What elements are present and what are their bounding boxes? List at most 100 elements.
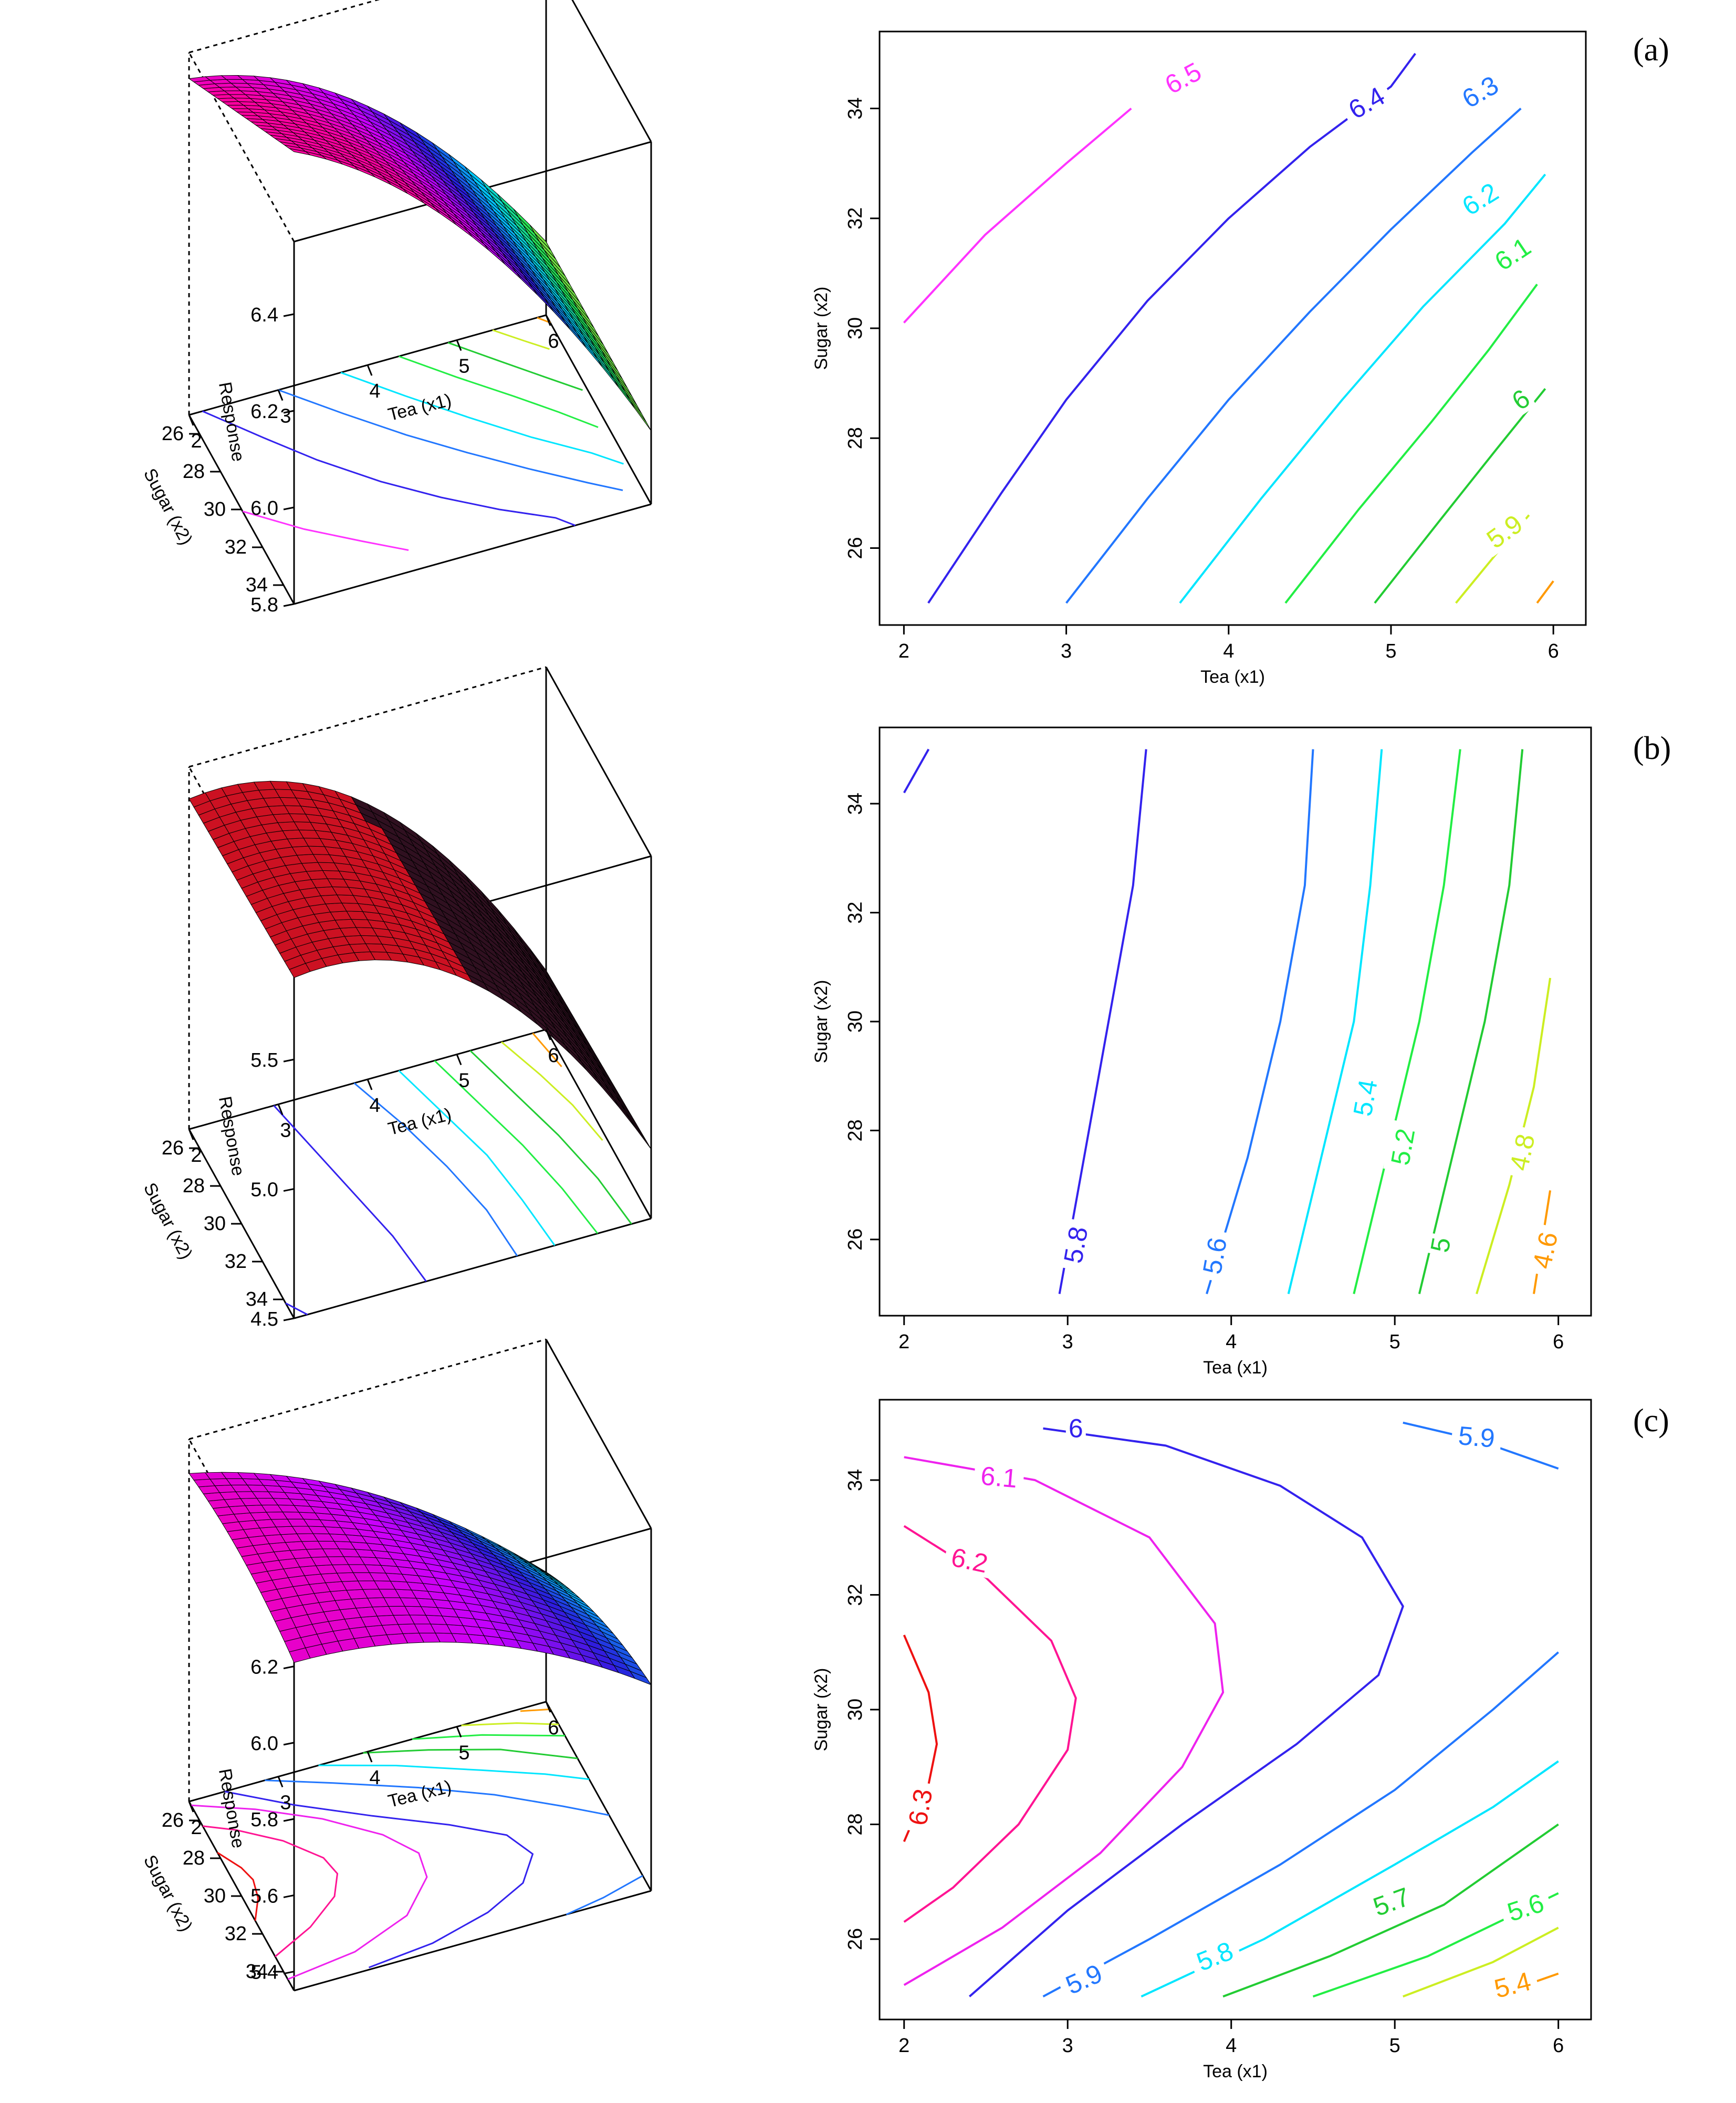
box-edge <box>189 1338 547 1440</box>
contour-line-6.2 <box>1179 173 1546 604</box>
x-tick <box>545 1029 551 1040</box>
contour-line-5.8 <box>1058 749 1147 1294</box>
z-tick-label: 5.0 <box>250 1179 278 1201</box>
y-tick-label: 34 <box>246 1961 268 1983</box>
floor-contour <box>412 1734 566 1740</box>
z-tick <box>283 313 295 317</box>
contour-label-bg <box>1451 66 1509 117</box>
floor-contour <box>224 1790 534 1969</box>
y-tick-label: 34 <box>246 1288 268 1310</box>
y-tick-label: 30 <box>204 498 226 520</box>
y-axis-title: Sugar (x2) <box>811 980 831 1064</box>
box-edge <box>545 1701 652 1891</box>
floor-contour <box>532 1033 562 1067</box>
x-tick-label: 4 <box>369 380 380 402</box>
box-edge <box>571 0 652 142</box>
y-tick-label: 32 <box>844 1584 866 1606</box>
floor-contour <box>447 341 583 391</box>
y-tick-label: 34 <box>844 97 866 119</box>
contour-label: 6.1 <box>979 1461 1018 1494</box>
y-tick-label: 26 <box>844 537 866 559</box>
y-tick-label: 34 <box>844 1469 866 1491</box>
x-tick <box>277 1103 284 1116</box>
x-axis-title: Tea (x1) <box>1200 667 1265 687</box>
contour-label-bg <box>1065 1412 1086 1442</box>
surface-facet <box>529 224 551 251</box>
contour-label-bg <box>1195 1229 1233 1283</box>
y-tick-label: 26 <box>844 1928 866 1950</box>
z-tick-label: 6.4 <box>250 304 278 326</box>
y-tick-label: 30 <box>844 1699 866 1721</box>
x-tick-label: 6 <box>1553 1331 1564 1353</box>
x-tick-label: 5 <box>1385 640 1396 662</box>
contour-label-bg <box>1450 1419 1503 1453</box>
floor-contour <box>398 1070 556 1246</box>
plot-frame <box>879 1399 1592 2021</box>
contour-line-5.2 <box>1353 749 1461 1294</box>
x-tick-label: 4 <box>1226 2035 1237 2057</box>
contour-line-6 <box>968 1427 1404 1997</box>
z-axis-title: Response <box>215 380 248 463</box>
x-tick-label: 3 <box>1061 640 1072 662</box>
floor-contour <box>520 1708 551 1712</box>
y-tick-label: 28 <box>183 1175 205 1197</box>
x-tick <box>545 1701 551 1713</box>
x-axis-title: Tea (x1) <box>1203 1358 1268 1378</box>
contour-line-6.0 <box>903 748 930 794</box>
y-tick-label: 30 <box>204 1213 226 1235</box>
x-tick-label: 2 <box>191 1817 202 1839</box>
x-tick-label: 4 <box>369 1095 380 1117</box>
z-tick <box>283 1742 295 1746</box>
box-edge <box>545 1029 652 1219</box>
floor-contour <box>318 1764 590 1781</box>
x-tick <box>456 339 462 351</box>
x-tick <box>277 1776 284 1788</box>
contour-line-5.8 <box>1536 580 1554 604</box>
contour-label-bg <box>1503 381 1537 417</box>
contour-label-bg <box>1524 1223 1564 1277</box>
floor-contour <box>191 1804 428 1980</box>
surface-facet <box>529 948 551 979</box>
contour-line-6.4 <box>927 53 1416 604</box>
z-tick <box>283 1188 295 1192</box>
panel-label-b: (b) <box>1633 731 1671 766</box>
x-tick-label: 5 <box>458 356 469 378</box>
contour-label-bg <box>1502 1125 1541 1180</box>
x-tick-label: 5 <box>458 1742 469 1764</box>
contour-label-bg <box>1475 504 1533 557</box>
box-edge <box>294 503 652 605</box>
contour-label: 5.6 <box>1197 1235 1232 1276</box>
floor-contour <box>434 1060 599 1234</box>
box-edge <box>294 1890 652 1992</box>
z-tick-label: 5.6 <box>250 1885 278 1907</box>
contour-line-5.4 <box>1287 749 1383 1294</box>
x-tick-label: 6 <box>548 1717 559 1739</box>
y-tick-label: 34 <box>844 793 866 815</box>
x-axis-title: Tea (x1) <box>386 1777 453 1812</box>
x-tick <box>367 1751 373 1763</box>
contour-label-bg <box>1056 1217 1094 1272</box>
x-tick <box>188 1801 194 1813</box>
z-axis-title: Response <box>215 1095 248 1177</box>
contour-label-bg <box>973 1459 1025 1493</box>
z-tick <box>283 506 295 511</box>
box-edge <box>189 666 547 768</box>
box-edge <box>545 667 652 857</box>
panel-label-a: (a) <box>1633 32 1669 68</box>
floor-contour <box>501 1041 603 1141</box>
x-tick-label: 6 <box>548 1045 559 1067</box>
contour-label-bg <box>1497 1885 1554 1929</box>
x-tick-label: 3 <box>1062 1331 1073 1353</box>
y-tick-label: 28 <box>844 427 866 449</box>
contour-line-5.9 <box>1042 1651 1560 1998</box>
y-tick-label: 26 <box>844 1229 866 1251</box>
contour-line-6.1 <box>1284 284 1538 604</box>
contour-label: 5.2 <box>1385 1126 1420 1167</box>
contour-line-5.7 <box>1222 1823 1559 1998</box>
x-tick-label: 6 <box>1553 2035 1564 2057</box>
